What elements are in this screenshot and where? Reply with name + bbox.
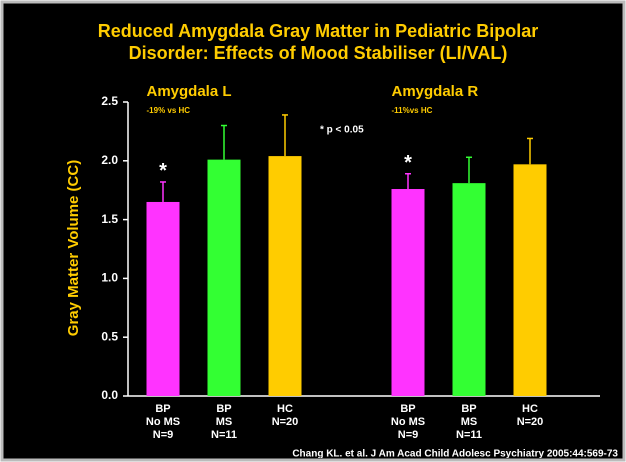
- group-subtitle: -11%vs HC: [392, 106, 433, 115]
- y-axis-label: Gray Matter Volume (CC): [65, 160, 82, 336]
- bar: [513, 164, 547, 396]
- chart-title: Reduced Amygdala Gray Matter in Pediatri…: [98, 21, 538, 41]
- y-tick-label: 0.0: [101, 388, 118, 402]
- bar: [207, 159, 241, 396]
- x-tick-label: N=20: [272, 416, 299, 428]
- y-tick-label: 0.5: [101, 329, 118, 343]
- group-title: Amygdala L: [147, 83, 232, 100]
- x-tick-label: N=9: [398, 429, 419, 441]
- group-subtitle: -19% vs HC: [147, 106, 191, 115]
- x-tick-label: N=11: [456, 429, 482, 441]
- x-tick-label: BP: [155, 403, 170, 415]
- y-tick-label: 1.0: [101, 271, 118, 285]
- x-tick-label: MS: [461, 416, 478, 428]
- bar: [268, 156, 302, 396]
- x-tick-label: MS: [216, 416, 233, 428]
- x-tick-label: N=11: [211, 429, 237, 441]
- y-tick-label: 2.5: [101, 94, 118, 108]
- x-tick-label: N=9: [153, 429, 174, 441]
- bar: [146, 201, 180, 396]
- x-tick-label: BP: [461, 403, 476, 415]
- group-title: Amygdala R: [392, 83, 479, 100]
- note: * p < 0.05: [320, 125, 364, 136]
- x-tick-label: BP: [216, 403, 231, 415]
- chart-title: Disorder: Effects of Mood Stabiliser (LI…: [129, 43, 508, 63]
- x-tick-label: HC: [522, 403, 538, 415]
- x-tick-label: BP: [400, 403, 415, 415]
- y-tick-label: 1.5: [101, 212, 118, 226]
- x-tick-label: N=20: [517, 416, 544, 428]
- significance-marker: *: [159, 160, 167, 182]
- bar: [391, 189, 425, 396]
- significance-marker: *: [404, 152, 412, 174]
- x-tick-label: No MS: [391, 416, 425, 428]
- y-tick-label: 2.0: [101, 153, 118, 167]
- source: Chang KL. et al. J Am Acad Child Adolesc…: [292, 449, 618, 460]
- x-tick-label: HC: [277, 403, 293, 415]
- bar: [452, 183, 486, 396]
- x-tick-label: No MS: [146, 416, 180, 428]
